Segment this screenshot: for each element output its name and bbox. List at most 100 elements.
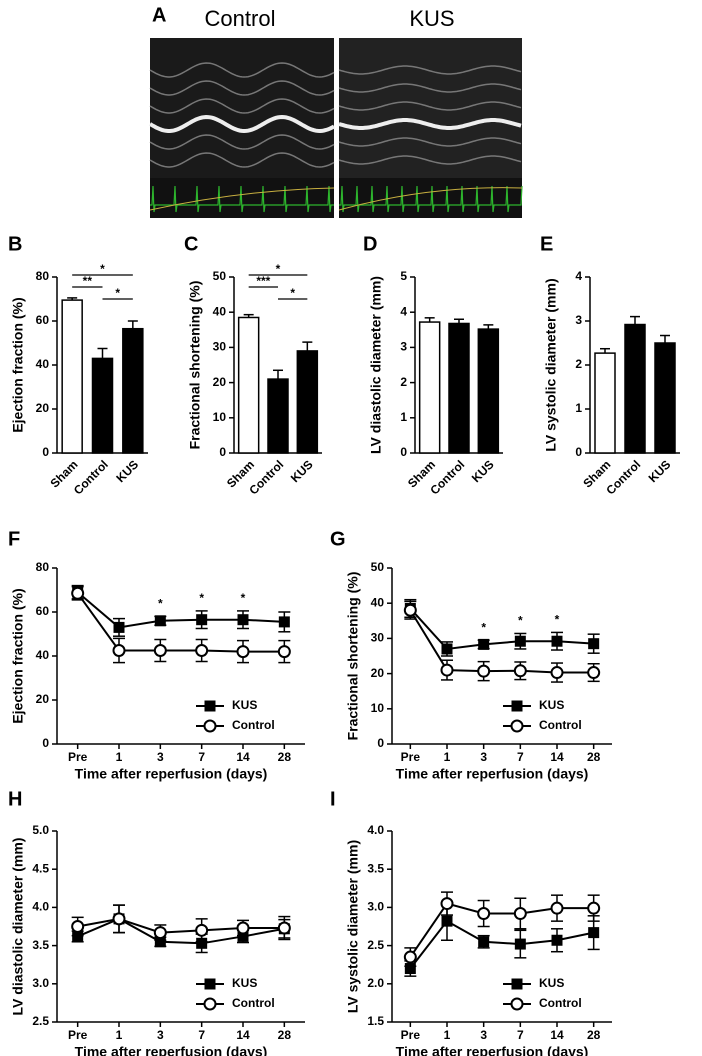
bar	[448, 322, 470, 454]
y-axis-title: LV systolic diameter (mm)	[345, 840, 361, 1013]
y-tick-label: 20	[36, 401, 50, 415]
series-line	[409, 607, 594, 651]
y-axis-title: Ejection fraction (%)	[10, 297, 26, 432]
x-tick-label: 3	[480, 1028, 487, 1042]
x-tick-label: 7	[517, 750, 524, 764]
echo-wave	[338, 65, 522, 75]
marker	[277, 921, 291, 935]
marker	[403, 603, 417, 617]
y-tick-label: 0	[377, 736, 384, 750]
legend-label: Control	[539, 718, 582, 732]
legend-marker	[511, 978, 523, 990]
x-tick-label: 3	[480, 750, 487, 764]
marker	[236, 645, 250, 659]
y-tick-label: 0	[42, 736, 49, 750]
x-axis-title: Time after reperfusion (days)	[75, 766, 268, 782]
y-tick-label: 60	[36, 313, 50, 327]
panel-letter: I	[330, 788, 336, 810]
y-tick-label: 0	[575, 445, 582, 459]
x-tick-label: 14	[550, 750, 564, 764]
marker	[477, 664, 491, 678]
x-tick-label: Control	[71, 457, 111, 497]
echo-wave	[149, 134, 335, 150]
legend-label: KUS	[232, 698, 257, 712]
x-tick-label: Pre	[68, 1028, 88, 1042]
marker	[71, 586, 85, 600]
x-tick-label: 1	[116, 1028, 123, 1042]
y-tick-label: 2.5	[367, 938, 384, 952]
ecg	[339, 185, 523, 213]
y-tick-label: 40	[371, 595, 385, 609]
significance-label: *	[518, 614, 523, 628]
bar	[122, 327, 144, 454]
y-tick-label: 1	[400, 410, 407, 424]
marker	[587, 901, 601, 915]
bar	[237, 316, 260, 454]
y-tick-label: 50	[213, 269, 227, 283]
y-tick-label: 4.5	[32, 861, 49, 875]
echo-wave	[148, 114, 335, 134]
echo-wave	[338, 155, 522, 165]
marker	[588, 638, 600, 650]
legend-label: KUS	[539, 976, 564, 990]
y-tick-label: 40	[36, 357, 50, 371]
bar	[594, 352, 616, 454]
ecg	[150, 185, 334, 213]
marker	[403, 950, 417, 964]
marker	[236, 921, 250, 935]
x-tick-label: Pre	[401, 1028, 421, 1042]
significance-label: *	[290, 286, 295, 300]
y-tick-label: 40	[36, 648, 50, 662]
panel-letter: E	[540, 233, 553, 255]
marker	[478, 638, 490, 650]
legend-marker	[510, 719, 524, 733]
significance-label: *	[158, 597, 163, 611]
x-tick-label: Pre	[401, 750, 421, 764]
y-tick-label: 4	[575, 269, 582, 283]
x-tick-label: KUS	[469, 457, 497, 485]
y-tick-label: 20	[213, 375, 227, 389]
y-axis-title: Fractional shortening (%)	[345, 572, 361, 741]
x-tick-label: 3	[157, 750, 164, 764]
legend-marker	[204, 700, 216, 712]
x-tick-label: 7	[517, 1028, 524, 1042]
marker	[196, 614, 208, 626]
y-axis-title: LV diastolic diameter (mm)	[10, 838, 26, 1016]
marker	[441, 915, 453, 927]
marker	[112, 912, 126, 926]
y-tick-label: 3.5	[32, 938, 49, 952]
significance-label: *	[115, 286, 120, 300]
y-tick-label: 2	[575, 357, 582, 371]
y-tick-label: 4.0	[32, 900, 49, 914]
marker	[71, 920, 85, 933]
legend-marker	[203, 719, 217, 733]
x-tick-label: Pre	[68, 750, 88, 764]
echo-title: KUS	[409, 6, 454, 31]
x-tick-label: 28	[587, 750, 601, 764]
marker	[154, 936, 166, 948]
echo-wave	[149, 152, 335, 168]
significance-label: *	[481, 620, 486, 634]
x-tick-label: 1	[116, 750, 123, 764]
y-tick-label: 5	[400, 269, 407, 283]
panel-letter: F	[8, 528, 20, 550]
marker	[513, 907, 527, 921]
echo-curve	[338, 187, 523, 211]
legend-label: KUS	[232, 976, 257, 990]
marker	[153, 926, 167, 940]
bar	[296, 350, 319, 454]
echo-wave	[149, 62, 335, 78]
marker	[550, 901, 564, 915]
echo-wave	[338, 101, 522, 111]
marker	[237, 614, 249, 626]
marker	[404, 963, 416, 975]
y-tick-label: 3	[400, 340, 407, 354]
bar	[267, 378, 289, 454]
marker	[113, 621, 125, 633]
x-axis-title: Time after reperfusion (days)	[396, 766, 589, 782]
y-tick-label: 20	[371, 666, 385, 680]
x-tick-label: 7	[198, 1028, 205, 1042]
bar	[418, 321, 441, 454]
significance-label: *	[241, 591, 246, 605]
